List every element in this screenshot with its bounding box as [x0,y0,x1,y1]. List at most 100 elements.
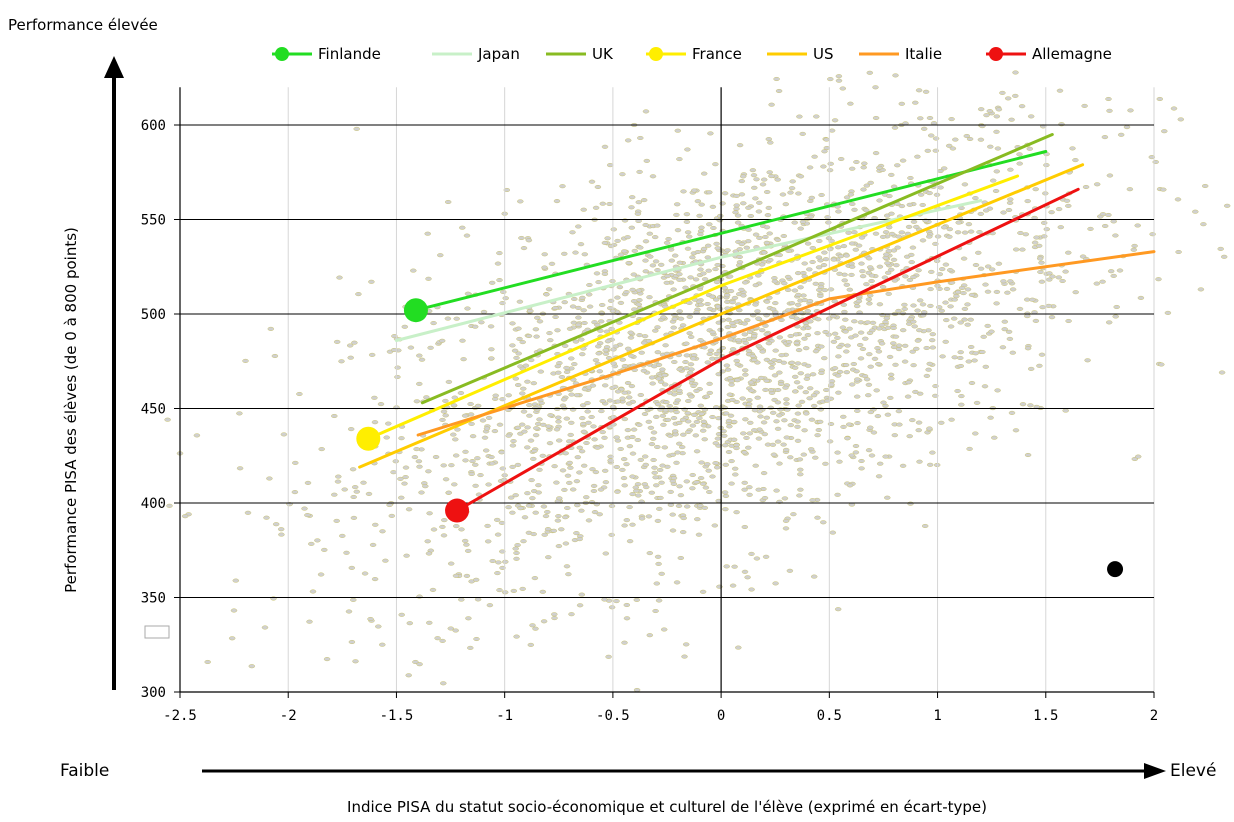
scatter-point [791,365,799,370]
scatter-point [667,489,674,494]
scatter-point [351,485,359,490]
scatter-point [540,504,548,509]
scatter-point [926,462,934,467]
scatter-point [1105,320,1113,325]
scatter-point [917,192,925,197]
scatter-point [593,271,601,276]
scatter-point [887,372,895,377]
scatter-point [630,272,638,277]
scatter-point [406,621,414,626]
scatter-point [571,362,578,367]
scatter-point [763,357,771,362]
scatter-point [617,446,624,452]
scatter-point [932,241,939,246]
scatter-point [818,344,825,349]
scatter-point [765,205,773,210]
scatter-point [610,415,617,420]
scatter-point [614,399,622,404]
scatter-point [693,419,701,424]
scatter-point [1082,184,1090,190]
scatter-point [778,317,785,323]
scatter-point [520,246,528,251]
scatter-point [617,252,625,257]
scatter-point [783,401,790,406]
scatter-point [566,439,573,444]
scatter-point [477,473,484,478]
scatter-point [831,366,839,371]
scatter-point [444,199,452,205]
scatter-point [641,334,649,339]
scatter-point [599,399,606,404]
scatter-point [531,448,538,454]
scatter-point [950,316,958,321]
scatter-point [390,347,398,353]
scatter-point [816,419,824,424]
scatter-point [699,428,707,433]
scatter-point [1007,197,1014,202]
scatter-point [866,352,873,357]
scatter-point [843,282,851,287]
scatter-point [511,348,519,353]
scatter-point [728,459,735,464]
scatter-point [736,247,744,252]
scatter-point [401,481,408,486]
scatter-point [648,442,656,447]
scatter-point [371,395,378,400]
top-left-label: Performance élevée [8,16,158,34]
scatter-point [939,354,946,359]
scatter-point [633,597,641,602]
scatter-point [460,357,467,362]
scatter-point [1027,403,1034,408]
scatter-point [762,323,769,328]
scatter-point [780,360,788,365]
scatter-point [825,220,832,225]
scatter-point [521,515,529,520]
scatter-point [566,326,574,331]
scatter-point [1112,233,1119,238]
scatter-point [613,599,620,604]
scatter-point [606,306,614,311]
scatter-point [810,393,818,398]
scatter-point [1046,277,1053,282]
scatter-point [515,351,522,356]
scatter-point [429,587,437,592]
scatter-point [1012,247,1020,252]
scatter-point [847,192,855,197]
scatter-point [453,316,460,321]
scatter-point [248,664,256,669]
scatter-point [680,516,687,521]
scatter-point [1041,234,1048,239]
scatter-point [698,460,705,465]
scatter-point [568,420,575,425]
scatter-point [339,533,346,538]
scatter-point [717,327,724,332]
scatter-point [601,144,609,149]
scatter-point [788,186,796,191]
scatter-point [888,172,895,177]
scatter-point [734,378,741,383]
scatter-point [487,324,495,329]
scatter-point [960,291,967,296]
scatter-point [772,581,779,586]
scatter-point [907,175,914,181]
scatter-point [763,189,771,195]
scatter-point [472,483,479,488]
scatter-point [993,129,1000,134]
scatter-point [591,510,599,515]
x-tick-label: 0 [717,708,725,724]
scatter-point [680,432,687,437]
scatter-point [624,138,632,143]
scatter-point [1218,370,1226,375]
scatter-point [628,353,635,358]
scatter-point [591,320,598,325]
scatter-point [1019,402,1027,407]
scatter-point [469,459,476,464]
x-high-label: Elevé [1170,761,1216,781]
scatter-point [965,359,973,364]
scatter-point [781,281,788,286]
scatter-point [745,205,752,210]
scatter-point [489,558,496,564]
scatter-point [882,454,889,459]
scatter-point [626,505,633,510]
scatter-point [821,250,828,255]
